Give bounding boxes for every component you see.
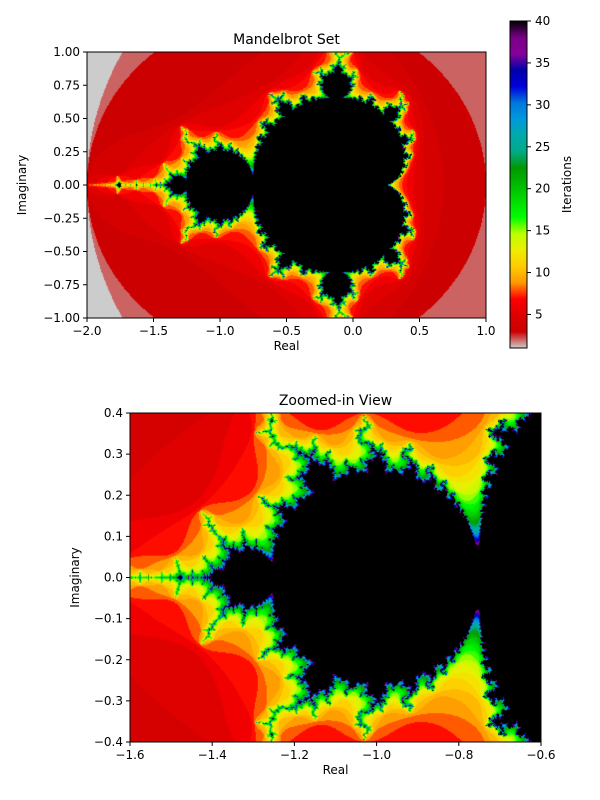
plot-2-y-tick-label: −0.2 — [94, 653, 123, 667]
plot-2-y-tick-label: 0.0 — [104, 571, 123, 585]
colorbar-gradient — [510, 21, 527, 348]
plot-1-y-tick-label: 1.00 — [53, 45, 80, 59]
plot-2-title: Zoomed-in View — [279, 393, 392, 409]
plot-1-y-tick-label: 0.75 — [53, 78, 80, 92]
plot-2-x-axis-label: Real — [323, 763, 349, 777]
plot-1-x-tick-label: −2.0 — [72, 324, 101, 338]
plot-1-x-tick-label: 0.0 — [343, 324, 362, 338]
plot-1-y-tick-label: 0.50 — [53, 112, 80, 126]
plot-1-y-tick-label: −0.50 — [43, 245, 80, 259]
colorbar-tick-label: 10 — [535, 266, 550, 280]
plot-1-frame — [86, 51, 487, 319]
plot-2-y-tick-label: 0.4 — [104, 406, 123, 420]
plot-2-y-tick-label: −0.1 — [94, 612, 123, 626]
plot-2-x-tick-label: −0.6 — [526, 748, 555, 762]
colorbar-tick-label: 15 — [535, 224, 550, 238]
plot-1-y-tick-label: 0.25 — [53, 145, 80, 159]
colorbar-frame — [509, 20, 528, 349]
plot-2-x-tick-label: −1.4 — [198, 748, 227, 762]
plot-2-x-tick-label: −1.6 — [115, 748, 144, 762]
plot-1-x-tick-label: −0.5 — [272, 324, 301, 338]
colorbar-tick-label: 30 — [535, 98, 550, 112]
mandelbrot-heatmap — [87, 52, 486, 318]
plot-1-x-tick-label: −1.0 — [205, 324, 234, 338]
plot-1-x-tick-label: 1.0 — [476, 324, 495, 338]
plot-1-x-tick-label: 0.5 — [410, 324, 429, 338]
plot-2-x-tick-label: −1.2 — [280, 748, 309, 762]
plot-1-y-tick-label: −1.00 — [43, 311, 80, 325]
plot-2-y-tick-label: 0.1 — [104, 529, 123, 543]
plot-2-x-tick-label: −1.0 — [362, 748, 391, 762]
plot-1-y-axis-label: Imaginary — [15, 155, 29, 216]
colorbar-label: Iterations — [560, 156, 574, 213]
colorbar-tick-label: 25 — [535, 140, 550, 154]
plot-1-x-axis-label: Real — [274, 339, 300, 353]
plot-2-y-axis-label: Imaginary — [68, 547, 82, 608]
plot-1-y-tick-label: −0.75 — [43, 278, 80, 292]
colorbar-tick-label: 40 — [535, 14, 550, 28]
plot-1-y-tick-label: −0.25 — [43, 211, 80, 225]
plot-2-x-tick-label: −0.8 — [444, 748, 473, 762]
colorbar-tick-label: 5 — [535, 307, 543, 321]
plot-1-y-tick-label: 0.00 — [53, 178, 80, 192]
plot-1-title: Mandelbrot Set — [233, 32, 340, 48]
colorbar-tick-label: 35 — [535, 56, 550, 70]
plot-1-x-tick-label: −1.5 — [139, 324, 168, 338]
zoomed-heatmap — [130, 413, 541, 742]
plot-2-frame — [129, 412, 542, 743]
plot-2-y-tick-label: 0.3 — [104, 447, 123, 461]
colorbar-tick-label: 20 — [535, 182, 550, 196]
plot-2-y-tick-label: −0.4 — [94, 735, 123, 749]
plot-2-y-tick-label: 0.2 — [104, 488, 123, 502]
plot-2-y-tick-label: −0.3 — [94, 694, 123, 708]
